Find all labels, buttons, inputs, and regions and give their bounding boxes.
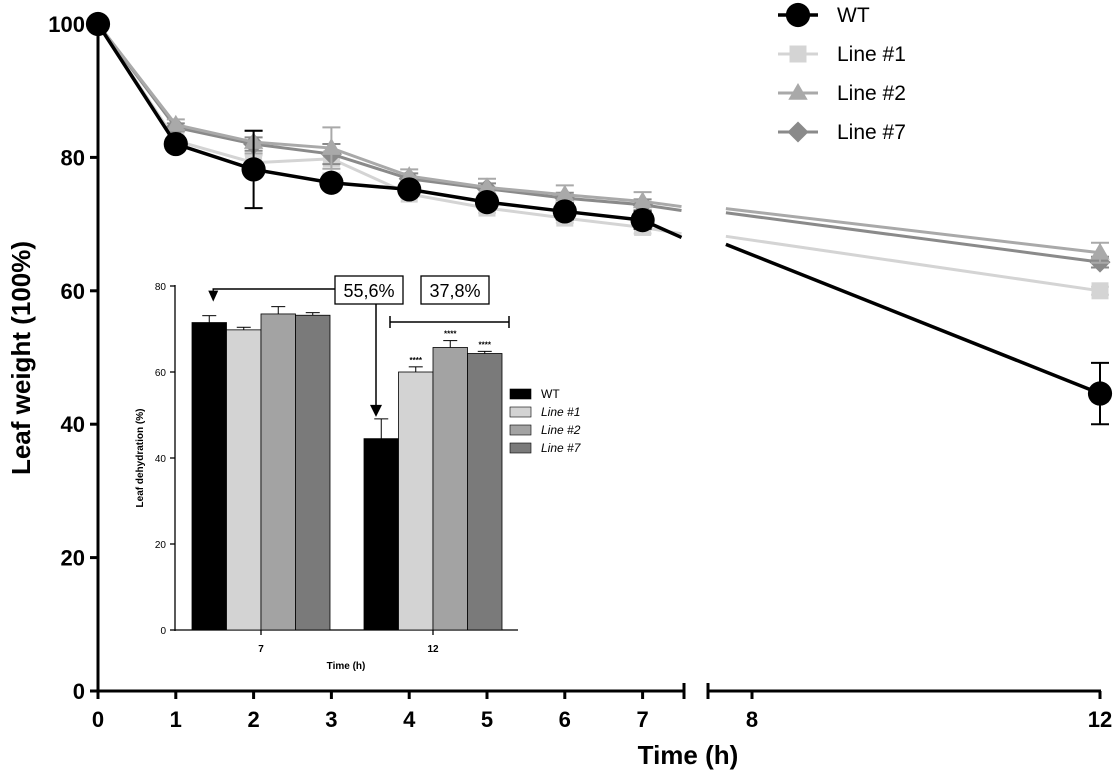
data-point [319, 170, 344, 195]
inset-y-tick-label: 40 [155, 454, 167, 465]
legend-marker [785, 2, 811, 28]
inset-bar [295, 314, 331, 631]
inset-bar [398, 371, 434, 631]
inset-y-tick-label: 80 [155, 282, 167, 293]
inset-legend-label: Line #1 [541, 405, 580, 419]
data-point [321, 138, 342, 155]
series-line [725, 207, 1101, 255]
data-point [477, 177, 497, 195]
y-tick-label: 0 [73, 679, 85, 704]
data-point [552, 199, 577, 224]
x-tick-label: 6 [559, 707, 571, 732]
x-tick-label: 7 [636, 707, 648, 732]
data-point [630, 207, 655, 233]
series-wt [85, 11, 1113, 426]
data-point [166, 114, 186, 132]
significance-marker: **** [410, 356, 423, 365]
annotation-text: 55,6% [343, 281, 394, 301]
inset-x-tick-label: 7 [258, 644, 264, 655]
x-tick-label: 5 [481, 707, 493, 732]
inset-legend-swatch [509, 388, 532, 400]
legend-label: Line #2 [837, 82, 906, 105]
data-point [1087, 381, 1113, 406]
series-line-7 [87, 13, 1111, 273]
annotation-text: 37,8% [429, 281, 480, 301]
inset-legend-swatch [509, 442, 532, 454]
series-line [96, 23, 682, 212]
inset-y-tick-label: 0 [160, 626, 166, 637]
x-tick-label: 1 [170, 707, 182, 732]
series-line-1 [89, 15, 1109, 300]
inset-x-tick-label: 12 [427, 644, 439, 655]
legend: WT Line #1 Line #2 Line #7 [778, 2, 906, 144]
data-point [632, 191, 653, 209]
inset-bar [226, 329, 262, 631]
y-axis-title: Leaf weight (100%) [6, 241, 36, 475]
x-axis-title: Time (h) [638, 740, 739, 770]
annotation-arrow-head [370, 404, 382, 417]
inset-bar [191, 322, 227, 631]
data-point [474, 189, 500, 215]
inset-legend-swatch [509, 406, 532, 418]
y-tick-label: 20 [61, 546, 85, 571]
legend-label: Line #7 [837, 121, 906, 144]
inset-legend-label: Line #2 [541, 423, 581, 437]
inset-bar [432, 347, 468, 631]
y-tick-label: 60 [61, 279, 85, 304]
significance-marker: **** [444, 330, 457, 339]
inset-bar [260, 313, 296, 631]
legend-marker [788, 82, 808, 100]
legend-label: WT [837, 4, 870, 27]
annotation-arrow-head [208, 290, 219, 302]
data-point [397, 177, 422, 202]
annotation-arrow-line [212, 288, 335, 291]
x-tick-label: 0 [92, 707, 104, 732]
data-point [163, 131, 188, 157]
inset-y-tick-label: 20 [155, 540, 167, 551]
x-tick-label: 12 [1088, 707, 1112, 732]
inset-x-axis-title: Time (h) [327, 661, 366, 672]
legend-label: Line #1 [837, 43, 906, 66]
legend-marker [787, 121, 809, 143]
series-line-2 [88, 13, 1110, 264]
y-tick-label: 80 [61, 145, 85, 170]
y-tick-label: 100 [48, 12, 85, 37]
inset-y-tick-label: 60 [155, 368, 167, 379]
main-series [85, 11, 1113, 426]
series-line [725, 242, 1101, 396]
series-line [725, 234, 1101, 293]
annotation-box [334, 275, 404, 305]
data-point [555, 184, 575, 202]
x-tick-label: 4 [403, 707, 416, 732]
x-tick-label: 8 [746, 707, 758, 732]
data-point [241, 157, 266, 182]
data-point [1091, 282, 1109, 300]
series-line [725, 211, 1101, 264]
data-point [1090, 242, 1110, 260]
inset-bar [363, 438, 399, 631]
data-point [85, 11, 111, 37]
inset-legend-swatch [509, 424, 532, 436]
legend-marker [789, 45, 807, 63]
inset-legend-label: Line #7 [541, 441, 582, 455]
series-line [96, 23, 682, 209]
significance-marker: **** [479, 340, 492, 349]
annotation-arrow-line [375, 288, 377, 407]
y-tick-label: 40 [61, 412, 85, 437]
inset-y-axis-title: Leaf dehydration (%) [135, 409, 146, 508]
inset-bar [467, 353, 503, 631]
x-tick-label: 2 [247, 707, 259, 732]
x-tick-label: 3 [325, 707, 337, 732]
inset-bar-chart: 0 20 40 60 80 7 12 **** **** **** WT Line #1 Line #2… [155, 275, 582, 655]
inset-legend-label: WT [541, 387, 560, 401]
annotation-box [420, 275, 490, 305]
